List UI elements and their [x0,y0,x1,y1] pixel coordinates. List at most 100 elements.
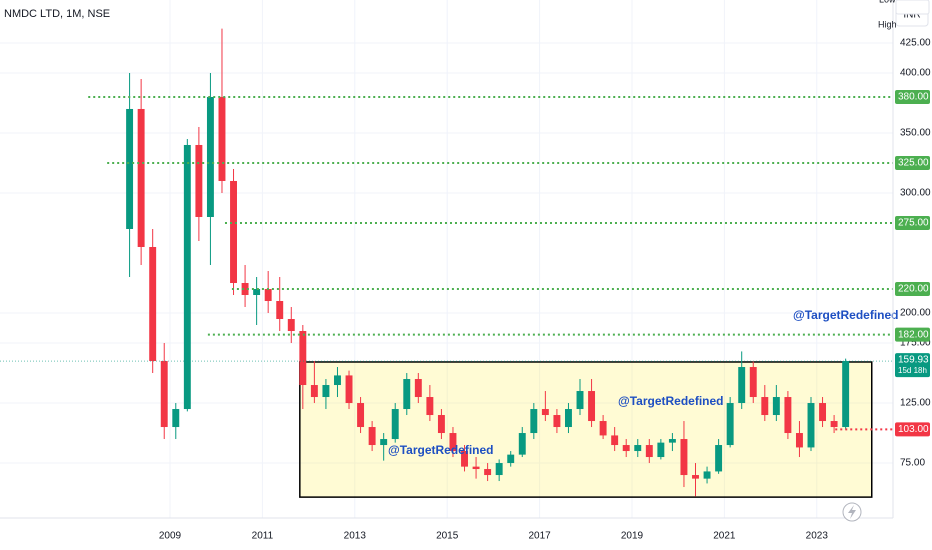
level-label-box [895,422,930,437]
candle-body [495,463,503,476]
candle-body [842,361,850,428]
candle-body [622,445,630,452]
candle-body [564,409,572,428]
candle-body [345,375,353,404]
candle-body [380,439,388,446]
candle-body [437,415,445,434]
replay-bolt [848,505,856,519]
x-tick-label: 2015 [436,531,459,542]
y-tick-label: 125.00 [900,398,931,409]
candle-body [668,439,676,443]
candle-body [264,289,272,302]
level-label-box [895,282,930,297]
level-label: 220.00 [898,284,929,295]
candle-body [299,331,307,386]
candle-body [310,385,318,398]
level-label: 325.00 [898,158,929,169]
x-tick-label: 2017 [528,531,551,542]
candle-body [634,445,642,452]
y-tick-label: 200.00 [900,308,931,319]
level-label-box [895,89,930,104]
candle-body [518,433,526,455]
y-tick-label: 300.00 [900,188,931,199]
candle-body [426,397,434,416]
candle-body [830,421,838,428]
candle-body [172,409,180,428]
candle-body [692,475,699,479]
candle-body [588,391,596,422]
candle-body [749,367,757,398]
candle-body [391,409,399,440]
candle-body [241,283,249,296]
candle-body [322,385,330,398]
x-tick-label: 2011 [252,531,274,542]
candle-body [206,96,214,217]
candle-body [807,403,815,448]
y-tick-label: 75.00 [900,458,925,469]
x-tick-label: 2019 [621,531,644,542]
x-tick-label: 2021 [713,531,736,542]
candle-body [576,391,584,410]
level-label: 182.00 [898,329,929,340]
candle-body [368,427,376,446]
candle-body [819,403,827,422]
candle-body [703,471,711,479]
candle-body [357,403,365,428]
y-tick-label: 175.00 [900,338,931,349]
candle-body [414,379,422,398]
candle-body [484,469,492,476]
candle-body [195,144,203,217]
level-label-box [895,327,930,342]
candle-body [645,445,653,458]
x-tick-label: 2023 [806,531,829,542]
currency: INR [903,10,920,21]
level-label: 275.00 [898,218,929,229]
candle-body [230,180,237,284]
candle-body [738,367,746,404]
candle-body [680,439,688,476]
candle-body [276,301,284,320]
grid [0,0,893,518]
level-label-box [895,155,930,170]
x-tick-label: 2013 [344,531,367,542]
y-tick-label: 425.00 [900,38,931,49]
x-tick-label: 2009 [159,531,182,542]
plot-area: @TargetRedefined @TargetRedefined @TargetR… [0,28,899,498]
candle-body [183,144,191,410]
candle-body [253,289,261,296]
candle-body [218,96,226,181]
candle-body [449,433,457,452]
last-price-label: 159.93 [898,355,929,366]
level-label: 380.00 [898,92,929,103]
candle-body [772,397,780,416]
candle-body [761,397,769,416]
y-tick-label: 350.00 [900,128,931,139]
last-price-box [895,353,930,378]
candle-body [334,375,341,386]
candle-body [287,319,295,332]
watermark: @TargetRedefined [388,443,494,457]
watermark: @TargetRedefined [618,394,724,408]
candle-body [530,409,538,434]
watermark: @TargetRedefined [793,308,899,322]
level-label-box [895,215,930,230]
chart-title: NMDC LTD, 1M, NSE [4,8,110,20]
candle-body [795,433,803,448]
low-text: Low [879,0,896,4]
high-text: High [878,19,897,29]
candle-body [472,466,480,470]
candle-body [541,409,549,416]
candle-body [403,379,411,410]
candle-body [726,403,734,446]
level-label: 103.00 [898,424,929,435]
candle-body [126,108,134,229]
axes: 425.00 400.00 350.00 300.00 200.00 175.00 125.… [159,0,931,542]
countdown: 15d 18h [898,366,927,375]
candle-body [507,454,515,464]
candle-body [611,435,619,446]
low-box [895,0,930,15]
candle-body [461,451,468,467]
candle-body [784,397,792,434]
y-tick-label: 400.00 [900,68,931,79]
